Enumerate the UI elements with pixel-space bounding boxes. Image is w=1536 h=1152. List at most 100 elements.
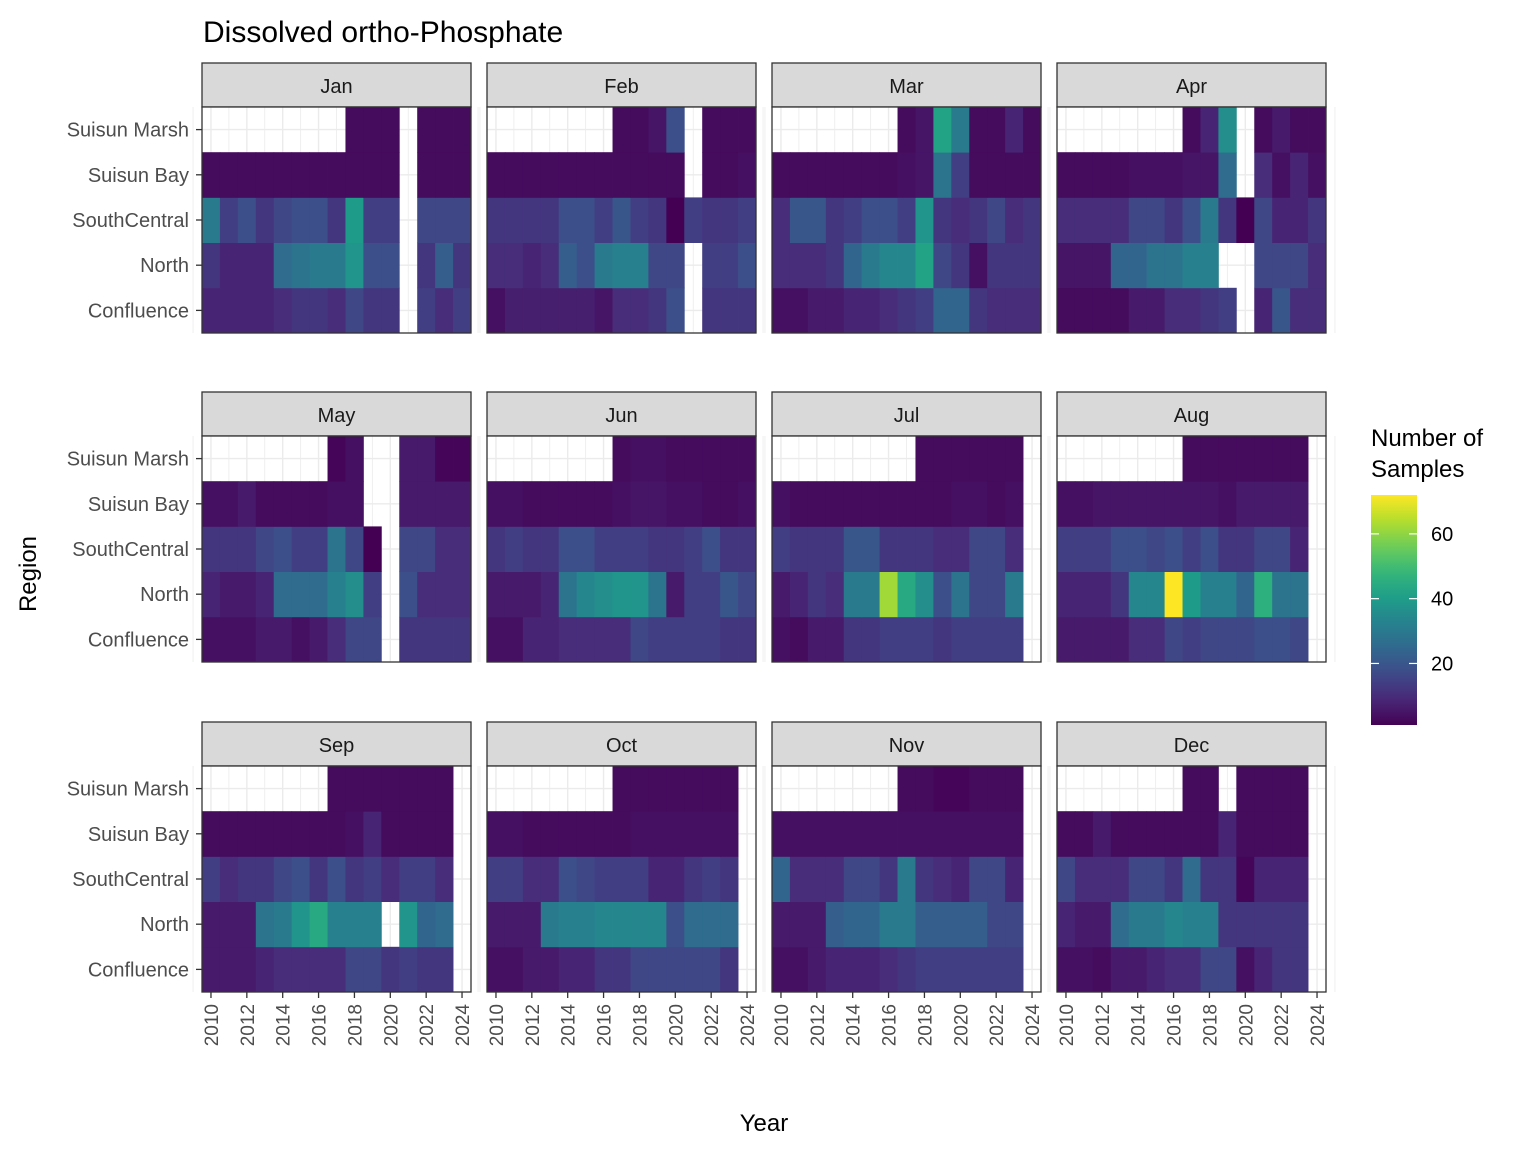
heatmap-tile: SouthCentral 2015: 14	[291, 526, 310, 572]
heatmap-tile: SouthCentral 2015: 18	[576, 526, 595, 572]
heatmap-tile: Suisun Bay 2024: 4	[1308, 152, 1327, 198]
legend-tick-label: 40	[1431, 589, 1453, 611]
heatmap-tile: SouthCentral 2021: 14	[399, 856, 418, 902]
heatmap-tile: North 2023: 10	[435, 571, 454, 618]
heatmap-tile: Suisun Bay 2019: 4	[1218, 481, 1237, 527]
heatmap-tile: Confluence 2022: 14	[987, 946, 1006, 993]
heatmap-tile: North 2018: 32	[345, 901, 364, 948]
heatmap-tile: Suisun Bay 2022: 3	[417, 811, 436, 857]
heatmap-tile: Confluence 2021: 14	[969, 616, 988, 663]
panel-border	[486, 106, 757, 334]
heatmap-tile: North 2016: 36	[594, 571, 613, 618]
heatmap-tile: Suisun Bay 2011: 4	[219, 481, 239, 527]
heatmap-tile: Confluence 2011: 4	[1074, 946, 1094, 993]
heatmap-tile: Suisun Marsh 2024: 3	[1308, 107, 1327, 153]
heatmap-tile: North 2022: 16	[987, 901, 1006, 948]
heatmap-tile: Suisun Bay 2022: 3	[702, 152, 721, 198]
heatmap-tile: North 2014: 34	[1128, 571, 1148, 618]
heatmap-tile: Suisun Bay 2021: 4	[969, 481, 988, 527]
y-tick-label: Suisun Bay	[88, 824, 189, 846]
heatmap-tile: SouthCentral 2022: 14	[417, 856, 436, 902]
heatmap-tile: Suisun Marsh 2021: 3	[399, 766, 418, 812]
heatmap-tile: Suisun Bay 2017: 4	[612, 481, 631, 527]
heatmap-tile: Confluence 2020: 16	[1236, 616, 1255, 663]
heatmap-tile: Suisun Bay 2010: 4	[202, 481, 221, 527]
heatmap-tile: North 2021: 26	[684, 901, 703, 948]
heatmap-tile: Confluence 2018: 14	[915, 946, 934, 993]
x-tick-label: 2010	[772, 1004, 793, 1046]
heatmap-tile: Suisun Marsh 2019: 42	[933, 107, 952, 153]
heatmap-tile: SouthCentral 2012: 10	[807, 856, 827, 902]
heatmap-tile: Suisun Bay 2011: 4	[504, 811, 524, 857]
heatmap-tile: Confluence 2014: 10	[1128, 616, 1148, 663]
heatmap-tile: Confluence 2023: 12	[435, 946, 454, 993]
heatmap-tile: SouthCentral 2012: 12	[522, 526, 542, 572]
heatmap-tile: Suisun Bay 2014: 3	[843, 481, 863, 527]
heatmap-tile: Suisun Bay 2011: 3	[789, 481, 809, 527]
heatmap-tile: Confluence 2015: 10	[576, 616, 595, 663]
heatmap-tile: SouthCentral 2016: 12	[1164, 197, 1183, 243]
heatmap-tile: Suisun Bay 2019: 3	[648, 152, 667, 198]
heatmap-tile: Confluence 2014: 7	[558, 287, 578, 334]
y-tick-label: North	[140, 255, 189, 277]
heatmap-tile: Suisun Marsh 2022: 6	[1272, 107, 1291, 153]
heatmap-tile: Suisun Marsh 2020: 18	[666, 107, 685, 153]
heatmap-tile: Suisun Marsh 2021: 3	[969, 436, 988, 482]
heatmap-tile: SouthCentral 2022: 8	[1272, 856, 1291, 902]
heatmap-tile: SouthCentral 2023: 8	[1290, 526, 1309, 572]
heatmap-tile: Suisun Marsh 2023: 3	[1005, 436, 1024, 482]
heatmap-tile: North 2018: 32	[1200, 901, 1219, 948]
heatmap-tile: Suisun Bay 2013: 3	[825, 152, 845, 198]
heatmap-tile: North 2012: 8	[1092, 571, 1112, 618]
heatmap-tile: SouthCentral 2022: 14	[702, 856, 721, 902]
heatmap-tile: North 2011: 6	[219, 901, 239, 948]
facet-strip	[1056, 721, 1327, 767]
facet-apr: AprConfluence 2010: 3Confluence 2011: 3C…	[1047, 62, 1336, 334]
heatmap-tile: Suisun Marsh 2018: 3	[1200, 766, 1219, 812]
heatmap-tile: SouthCentral 2014: 16	[273, 856, 293, 902]
facet-strip	[486, 391, 757, 437]
heatmap-tile: SouthCentral 2013: 10	[1110, 197, 1130, 243]
heatmap-tile: North 2012: 10	[807, 242, 827, 289]
heatmap-tile: Suisun Bay 2016: 3	[309, 152, 328, 198]
facet-strip-label: Dec	[1174, 735, 1210, 757]
heatmap-tile: Suisun Bay 2013: 3	[540, 481, 560, 527]
facet-strip	[1056, 391, 1327, 437]
heatmap-tile: North 2020: 18	[666, 901, 685, 948]
heatmap-tile: Suisun Bay 2012: 3	[522, 152, 542, 198]
heatmap-tile: Confluence 2024: 12	[738, 616, 757, 663]
heatmap-tile: SouthCentral 2014: 18	[558, 197, 578, 243]
heatmap-tile: Suisun Bay 2012: 6	[237, 481, 257, 527]
heatmap-tile: North 2010: 6	[772, 901, 791, 948]
heatmap-tile: North 2017: 32	[327, 901, 346, 948]
heatmap-tile: Suisun Bay 2023: 3	[1290, 811, 1309, 857]
heatmap-tile: North 2022: 14	[702, 571, 721, 618]
heatmap-tile: North 2021: 22	[969, 901, 988, 948]
heatmap-tile: Suisun Bay 2015: 3	[861, 152, 880, 198]
heatmap-tile: Suisun Marsh 2023: 3	[720, 107, 739, 153]
heatmap-tile: Suisun Bay 2020: 6	[1236, 481, 1255, 527]
heatmap-tile: Suisun Marsh 2023: 8	[1005, 107, 1024, 153]
heatmap-tile: Confluence 2017: 12	[612, 946, 631, 993]
heatmap-tile: North 2015: 30	[1146, 901, 1165, 948]
heatmap-tile: SouthCentral 2021: 16	[969, 856, 988, 902]
heatmap-tile: SouthCentral 2023: 8	[1005, 856, 1024, 902]
heatmap-tile: Confluence 2022: 12	[417, 946, 436, 993]
heatmap-tile: Confluence 2012: 6	[237, 946, 257, 993]
heatmap-tile: Suisun Bay 2012: 3	[237, 811, 257, 857]
heatmap-tile: Suisun Marsh 2024: 2	[453, 436, 472, 482]
heatmap-tile: North 2022: 12	[1272, 901, 1291, 948]
heatmap-tile: Suisun Bay 2023: 3	[1005, 152, 1024, 198]
heatmap-tile: North 2013: 10	[540, 242, 560, 289]
facet-strip	[486, 62, 757, 108]
heatmap-tile: Suisun Bay 2018: 4	[915, 811, 934, 857]
heatmap-tile: North 2011: 10	[789, 242, 809, 289]
facet-strip-label: Nov	[889, 735, 925, 757]
heatmap-tile: Confluence 2012: 7	[522, 287, 542, 334]
heatmap-tile: SouthCentral 2015: 16	[1146, 856, 1165, 902]
heatmap-tile: Confluence 2020: 18	[666, 287, 685, 334]
heatmap-tile: Confluence 2015: 7	[576, 287, 595, 334]
heatmap-tile: North 2016: 34	[594, 901, 613, 948]
heatmap-tile: Confluence 2018: 14	[915, 287, 934, 334]
